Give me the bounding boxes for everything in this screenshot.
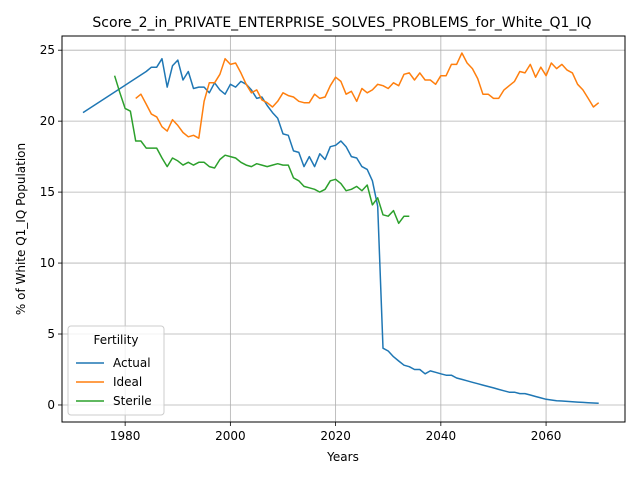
- plot-frame: [61, 35, 626, 423]
- x-axis: 1980 2000 2020 2040 2060: [110, 422, 561, 443]
- x-tick-label: 2060: [531, 429, 562, 443]
- series-line-actual: [82, 57, 599, 405]
- legend-label: Ideal: [113, 375, 142, 389]
- x-tick-label: 1980: [110, 429, 141, 443]
- y-tick-label: 10: [40, 256, 55, 270]
- series-line-ideal: [135, 52, 600, 139]
- series-line-sterile: [113, 75, 410, 225]
- chart-title: Score_2_in_PRIVATE_ENTERPRISE_SOLVES_PRO…: [92, 15, 591, 31]
- legend-label: Sterile: [113, 394, 152, 408]
- y-tick-label: 5: [47, 327, 55, 341]
- y-axis: 0 5 10 15 20 25: [40, 43, 62, 412]
- x-axis-label: Years: [326, 450, 359, 464]
- y-axis-label: % of White Q1_IQ Population: [14, 143, 28, 315]
- series-lines: [82, 52, 600, 405]
- y-tick-label: 0: [47, 398, 55, 412]
- x-tick-label: 2000: [215, 429, 246, 443]
- y-tick-label: 15: [40, 185, 55, 199]
- y-tick-label: 25: [40, 43, 55, 57]
- legend-title: Fertility: [93, 333, 138, 347]
- legend: Fertility Actual Ideal Sterile: [67, 325, 165, 416]
- legend-box: [67, 325, 165, 416]
- x-tick-label: 2040: [426, 429, 457, 443]
- y-tick-label: 20: [40, 114, 55, 128]
- x-tick-label: 2020: [320, 429, 351, 443]
- legend-label: Actual: [113, 356, 151, 370]
